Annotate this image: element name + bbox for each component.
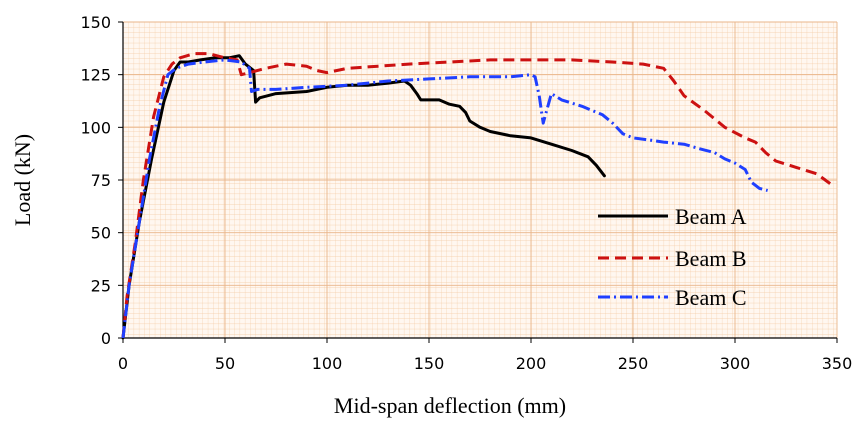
x-tick-label: 0 — [118, 354, 128, 373]
x-tick-label: 200 — [516, 354, 547, 373]
series-line-beam-c — [121, 58, 768, 339]
legend-label-beam-c: Beam C — [675, 285, 747, 310]
x-axis-ticks: 0 50 100 150 200 250 300 350 — [118, 338, 852, 373]
y-axis-title: Load (kN) — [10, 134, 35, 226]
series-layer — [121, 52, 832, 340]
x-tick-label: 150 — [414, 354, 445, 373]
legend-label-beam-a: Beam A — [675, 204, 747, 229]
x-tick-label: 300 — [720, 354, 751, 373]
x-tick-label: 50 — [215, 354, 235, 373]
x-tick-label: 250 — [618, 354, 649, 373]
series-line-beam-a — [121, 54, 606, 340]
y-tick-label: 50 — [91, 224, 111, 243]
legend-label-beam-b: Beam B — [675, 246, 747, 271]
series-line-beam-b — [121, 52, 832, 339]
legend: Beam A Beam B Beam C — [598, 204, 747, 310]
y-tick-label: 150 — [80, 13, 111, 32]
y-tick-label: 0 — [101, 329, 111, 348]
x-tick-label: 100 — [312, 354, 343, 373]
major-grid — [122, 21, 838, 339]
y-tick-label: 75 — [91, 171, 111, 190]
y-tick-label: 100 — [80, 118, 111, 137]
y-tick-label: 125 — [80, 66, 111, 85]
x-axis-title: Mid-span deflection (mm) — [334, 393, 566, 418]
y-axis-ticks: 0 25 50 75 100 125 150 — [80, 13, 123, 348]
x-tick-label: 350 — [822, 354, 853, 373]
y-tick-label: 25 — [91, 276, 111, 295]
